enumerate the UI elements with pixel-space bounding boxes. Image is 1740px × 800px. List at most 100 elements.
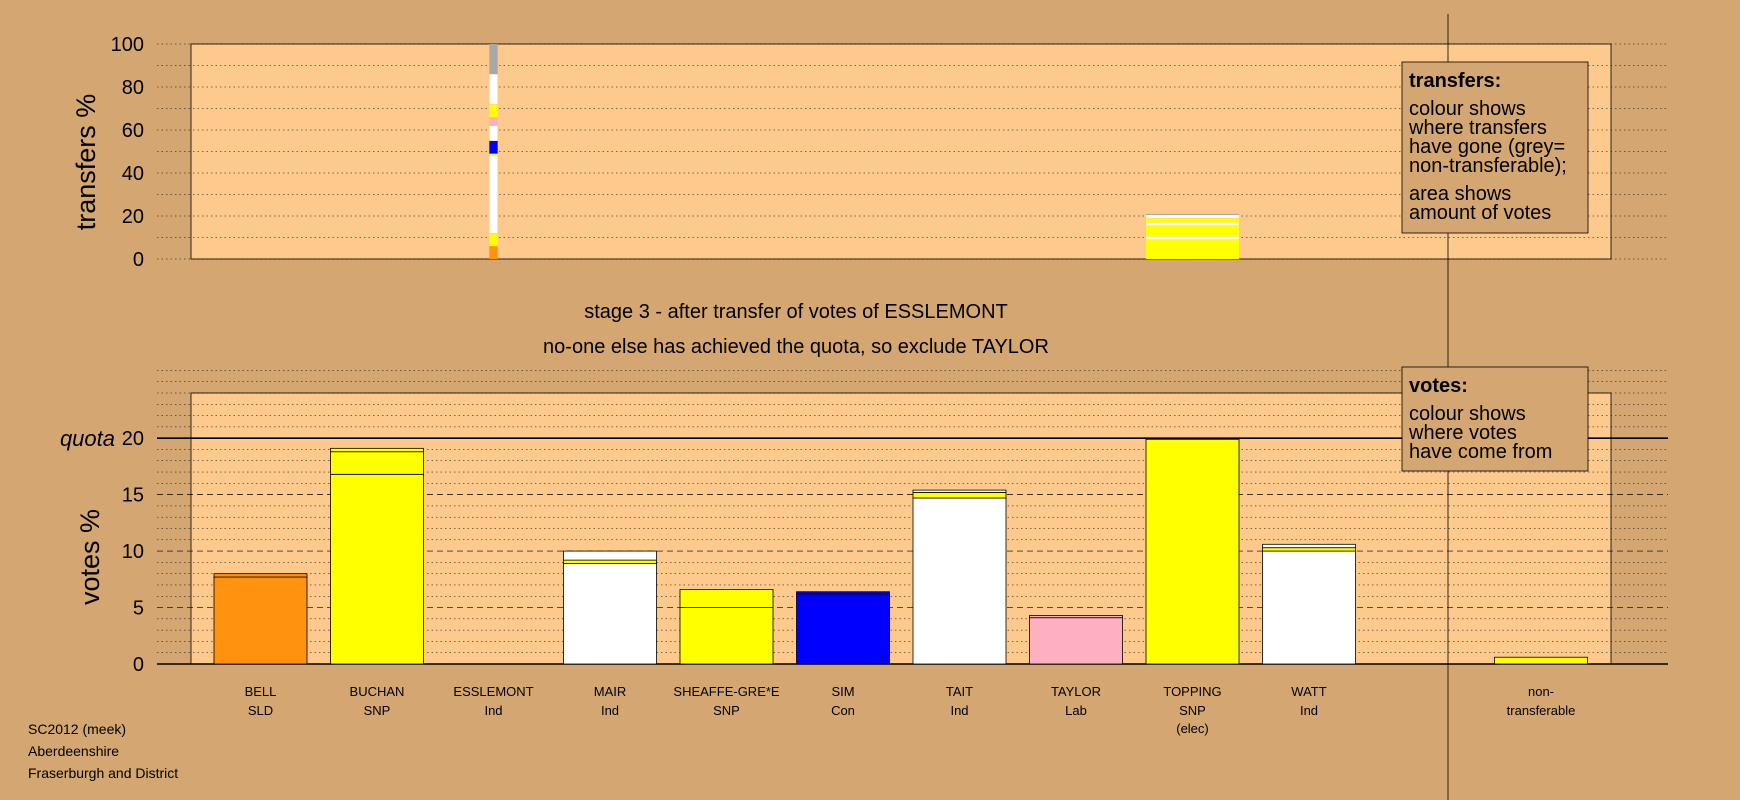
transfers-tick-label: 0 [133,249,144,271]
votes-tick-label: 20 [122,428,144,450]
vote-segment [1262,550,1356,665]
nontransferable-label: transferable [1507,703,1576,718]
vote-segment [563,550,657,561]
transfer-segment [489,246,498,259]
candidate-name-label: BELL [245,684,277,699]
votes-tick-label: 10 [122,541,144,563]
transfer-segment [1146,213,1239,215]
candidate-name-label: SIM [831,684,854,699]
transfers-bars [489,44,1240,259]
candidate-name-label: ESSLEMONT [453,684,533,699]
transfer-segment [489,44,498,75]
vote-segment [679,607,774,665]
votes-tick-labels: 0 5 10 15 20 [122,428,144,676]
transfers-tick-label: 80 [122,77,144,99]
footer-ward: Fraserburgh and District [28,765,178,781]
candidate-party-label: SNP [1179,703,1206,718]
vote-segment [912,491,1007,499]
transfers-legend-line: where transfers [1408,117,1547,139]
candidate-party-label: Con [831,703,855,718]
votes-legend-line: have come from [1409,441,1552,463]
vote-segment [1029,617,1123,665]
candidate-name-label: WATT [1291,684,1326,699]
votes-legend: votes: colour shows where votes have com… [1401,366,1589,472]
candidate-party-label: Lab [1065,703,1087,718]
votes-bars [213,438,1588,665]
candidate-status-label: (elec) [1176,721,1209,736]
candidate-party-label: SNP [364,703,391,718]
vote-segment [679,589,774,608]
vote-segment [563,563,657,665]
transfers-legend-line: colour shows [1409,98,1526,120]
transfers-legend-line: have gone (grey= [1409,136,1565,158]
transfer-segment [489,153,498,156]
candidate-name-label: TAYLOR [1051,684,1101,699]
votes-tick-label: 5 [133,598,144,620]
transfers-tick-label: 60 [122,120,144,142]
vote-segment [796,591,890,595]
vote-segment [796,593,890,665]
vote-segment [213,576,308,665]
vote-segment [330,451,424,475]
transfers-legend-heading: transfers: [1409,70,1501,92]
votes-legend-line: colour shows [1409,403,1526,425]
transfer-segment [489,117,498,126]
candidate-party-label: Ind [950,703,968,718]
vote-segment [1262,547,1356,552]
transfers-legend-line: non-transferable); [1409,155,1567,177]
transfer-segment [489,233,498,247]
vote-segment [330,473,424,665]
votes-tick-label: 0 [133,654,144,676]
transfer-segment [489,155,498,234]
vote-segment [213,573,308,578]
footer-election: SC2012 (meek) [28,721,126,737]
vote-segment [1029,615,1123,619]
transfers-tick-labels: 0 20 40 60 80 100 [111,34,144,271]
vote-segment [330,447,424,453]
transfers-panel: 0 20 40 60 80 100 transfers % [71,34,1668,271]
transfer-segment [1145,236,1240,240]
vote-segment [1145,438,1240,665]
candidate-party-label: Ind [1300,703,1318,718]
transfers-legend-line: area shows [1409,183,1511,205]
votes-panel: 0 5 10 15 20 BELL SLD BUCHAN SNP ESSLEMONT Ind MAI… [60,370,1668,736]
transfers-tick-label: 40 [122,163,144,185]
transfers-legend: transfers: colour shows where transfers … [1401,61,1589,234]
candidate-party-label: SNP [713,703,740,718]
votes-tick-label: 15 [122,485,144,507]
transfer-segment [1145,222,1240,226]
candidate-name-label: TAIT [946,684,973,699]
vote-segment [912,497,1007,665]
transfers-tick-label: 20 [122,206,144,228]
candidate-name-label: MAIR [594,684,627,699]
transfer-segment [1146,218,1239,223]
footer-council: Aberdeenshire [28,743,119,759]
candidate-party-label: Ind [601,703,619,718]
transfers-legend-line: amount of votes [1409,202,1551,224]
nontransferable-label: non- [1528,684,1554,699]
stage-subtitle: no-one else has achieved the quota, so e… [543,336,1049,358]
nontransferable-bar [1494,656,1588,665]
transfer-segment [489,125,498,141]
vote-segment [1262,543,1356,549]
transfer-segment [489,104,498,118]
transfer-segment [489,73,498,105]
transfer-segment [1145,214,1240,219]
transfers-tick-label: 100 [111,34,144,56]
vote-segment [563,559,657,564]
stage-title: stage 3 - after transfer of votes of ESS… [584,301,1008,323]
transfer-segment [1146,239,1239,259]
votes-axis-title: votes % [75,509,105,605]
transfer-segment [489,140,498,154]
transfer-segment [1146,225,1239,237]
candidate-labels: BELL SLD BUCHAN SNP ESSLEMONT Ind MAIR Ind SHEAF… [245,684,1576,736]
candidate-party-label: SLD [248,703,273,718]
candidate-party-label: Ind [484,703,502,718]
votes-legend-box [1401,366,1589,472]
quota-label: quota [60,426,115,451]
candidate-name-label: BUCHAN [350,684,405,699]
transfers-axis-title: transfers % [71,94,101,231]
transfers-legend-box [1401,61,1589,234]
candidate-name-label: SHEAFFE-GRE*E [673,684,780,699]
